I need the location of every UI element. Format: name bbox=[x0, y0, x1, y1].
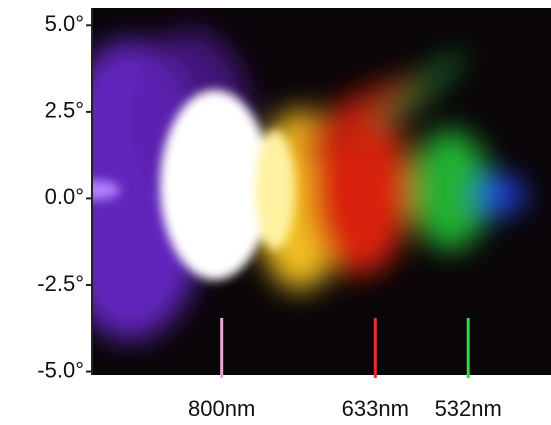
wavelength-label: 800nm bbox=[188, 396, 255, 421]
y-tick-label: 0.0° bbox=[45, 184, 84, 209]
wavelength-label: 532nm bbox=[435, 396, 502, 421]
wavelength-label: 633nm bbox=[342, 396, 409, 421]
spectrum-image bbox=[92, 8, 551, 375]
y-tick-label: -5.0° bbox=[37, 357, 84, 382]
y-tick-label: 2.5° bbox=[45, 98, 84, 123]
y-tick-label: -2.5° bbox=[37, 271, 84, 296]
y-tick-label: 5.0° bbox=[45, 11, 84, 36]
